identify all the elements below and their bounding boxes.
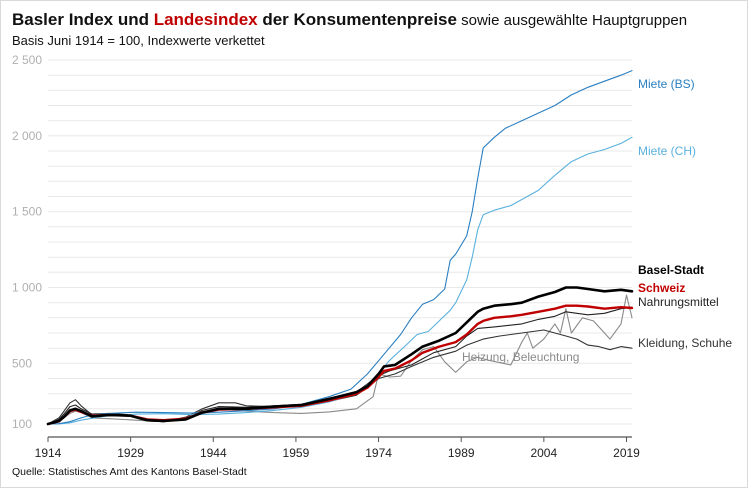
series-label-miete-ch: Miete (CH) (638, 144, 696, 158)
series-label-miete-bs: Miete (BS) (638, 77, 695, 91)
series-line-nahrungsmittel (47, 306, 633, 425)
chart-title: Basler Index und Landesindex der Konsume… (12, 10, 687, 30)
x-tick-label: 1974 (365, 446, 392, 460)
y-tick-label: 2 000 (12, 129, 42, 143)
series-label-basel-stadt: Basel-Stadt (638, 263, 704, 277)
y-tick-label: 500 (12, 356, 32, 370)
chart-subtitle: Basis Juni 1914 = 100, Indexwerte verket… (12, 33, 265, 48)
series-line-schweiz (46, 304, 634, 426)
series-line-basel-stadt (46, 286, 634, 426)
series-label-kleidung-schuhe: Kleidung, Schuhe (638, 336, 732, 350)
y-tick-label: 2 500 (12, 53, 42, 67)
series-label-heizung-beleuchtung: Heizung, Beleuchtung (462, 350, 579, 364)
x-tick-label: 1929 (117, 446, 144, 460)
title-part-2: der Konsumentenpreise (257, 10, 457, 29)
source-note: Quelle: Statistisches Amt des Kantons Ba… (12, 466, 247, 478)
series-line-kleidung-schuhe (47, 329, 633, 425)
y-tick-label: 1 500 (12, 205, 42, 219)
series-label-schweiz: Schweiz (638, 281, 685, 295)
y-tick-label: 1 000 (12, 281, 42, 295)
x-tick-label: 2004 (530, 446, 557, 460)
series-line-miete-bs (47, 70, 633, 425)
x-tick-label: 1989 (448, 446, 475, 460)
series-line-miete-ch (47, 136, 633, 425)
y-tick-label: 100 (12, 417, 32, 431)
series-label-nahrungsmittel: Nahrungsmittel (638, 295, 719, 309)
x-tick-label: 1914 (35, 446, 62, 460)
title-accent: Landesindex (153, 10, 258, 29)
x-tick-label: 1944 (200, 446, 227, 460)
title-tail: sowie ausgewählte Hauptgruppen (456, 12, 688, 29)
x-tick-label: 1959 (283, 446, 310, 460)
x-tick-label: 2019 (613, 446, 640, 460)
title-part-1: Basler Index und (12, 10, 154, 29)
